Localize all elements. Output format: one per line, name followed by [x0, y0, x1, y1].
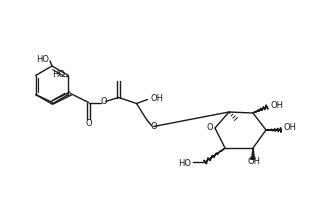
- Polygon shape: [251, 148, 255, 159]
- Text: HO: HO: [52, 70, 65, 79]
- Polygon shape: [204, 148, 225, 164]
- Text: HO: HO: [36, 55, 49, 64]
- Text: OH: OH: [248, 158, 260, 166]
- Text: HO: HO: [178, 158, 191, 167]
- Polygon shape: [253, 105, 268, 113]
- Text: OH: OH: [271, 100, 284, 109]
- Text: O: O: [85, 119, 92, 128]
- Text: O: O: [150, 122, 157, 131]
- Text: OH: OH: [151, 94, 164, 103]
- Text: OH: OH: [284, 123, 297, 132]
- Text: O: O: [100, 97, 107, 106]
- Text: O: O: [207, 123, 213, 132]
- Polygon shape: [266, 127, 281, 132]
